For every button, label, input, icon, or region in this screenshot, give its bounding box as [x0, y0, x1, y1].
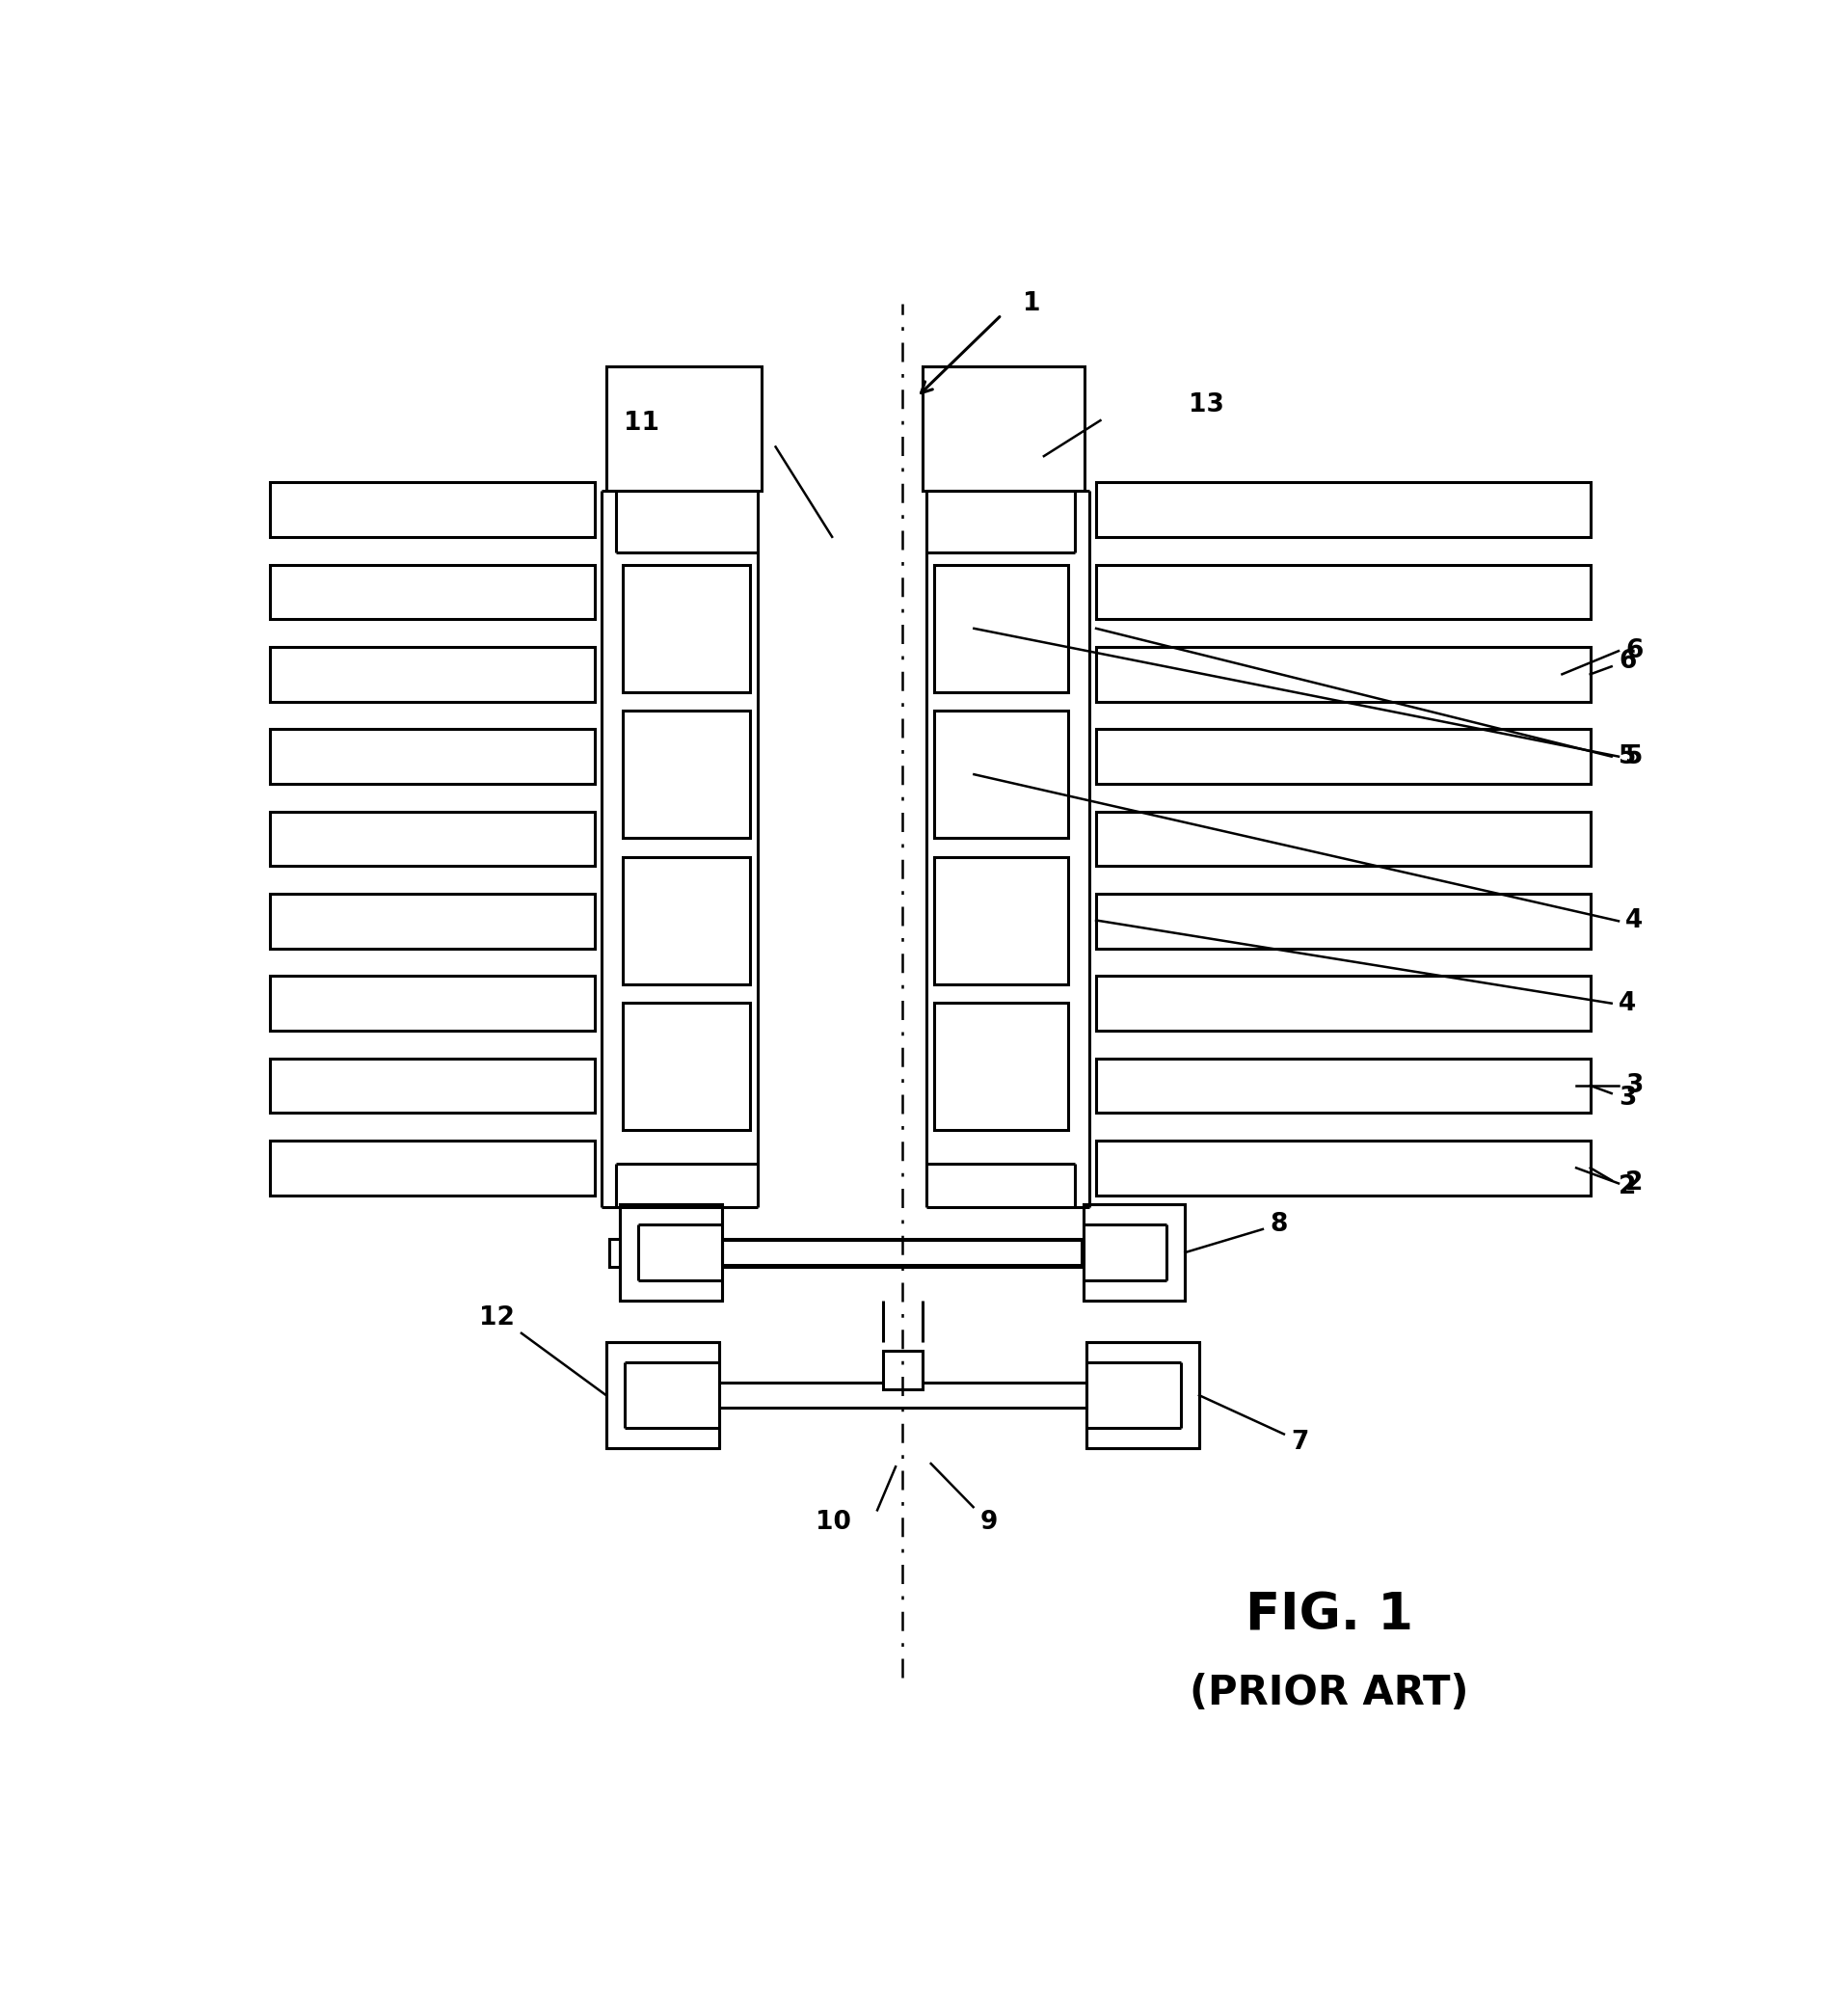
Bar — [932, 712, 1067, 839]
Bar — [719, 1383, 1085, 1407]
Text: FIG. 1: FIG. 1 — [1244, 1591, 1413, 1641]
Bar — [270, 647, 594, 702]
Text: 13: 13 — [1187, 393, 1224, 417]
Bar — [270, 564, 594, 619]
Bar — [1096, 976, 1590, 1030]
Bar — [625, 1363, 719, 1427]
Bar — [623, 564, 750, 691]
Bar — [1096, 482, 1590, 536]
Bar — [1096, 1141, 1590, 1195]
Text: 3: 3 — [1624, 1073, 1643, 1099]
Bar — [608, 1238, 1082, 1266]
Text: 10: 10 — [814, 1510, 850, 1534]
Bar — [1096, 647, 1590, 702]
Bar — [606, 1343, 719, 1447]
Bar — [623, 1002, 750, 1129]
Bar — [270, 1058, 594, 1113]
Bar — [1083, 1224, 1165, 1280]
Bar — [1096, 1058, 1590, 1113]
Text: 12: 12 — [479, 1304, 514, 1331]
Text: 2: 2 — [1624, 1171, 1643, 1195]
Bar — [1096, 730, 1590, 784]
Text: 6: 6 — [1624, 639, 1643, 663]
Text: 1: 1 — [1022, 292, 1040, 317]
Text: 4: 4 — [1617, 990, 1635, 1016]
Text: 11: 11 — [623, 411, 659, 435]
Bar — [932, 857, 1067, 984]
Bar — [932, 1002, 1067, 1129]
Text: 9: 9 — [980, 1510, 998, 1534]
Text: 4: 4 — [1624, 909, 1643, 933]
Bar — [270, 893, 594, 948]
Bar — [921, 367, 1083, 490]
Bar — [932, 564, 1067, 691]
Bar — [270, 730, 594, 784]
Text: 3: 3 — [1617, 1085, 1635, 1111]
Bar — [1085, 1363, 1180, 1427]
Bar — [270, 482, 594, 536]
Bar — [606, 367, 761, 490]
Bar — [639, 1224, 721, 1280]
Text: 6: 6 — [1617, 649, 1635, 675]
Bar — [270, 812, 594, 867]
Bar — [623, 712, 750, 839]
Text: 5: 5 — [1617, 744, 1635, 768]
Bar — [883, 1351, 921, 1389]
Text: 7: 7 — [1291, 1429, 1307, 1454]
Bar — [1083, 1204, 1184, 1300]
Text: 8: 8 — [1269, 1212, 1287, 1238]
Text: 5: 5 — [1624, 744, 1643, 768]
Bar — [1096, 812, 1590, 867]
Bar — [270, 1141, 594, 1195]
Bar — [619, 1204, 721, 1300]
Bar — [1085, 1343, 1198, 1447]
Bar — [623, 857, 750, 984]
Bar — [1096, 564, 1590, 619]
Text: (PRIOR ART): (PRIOR ART) — [1189, 1673, 1468, 1714]
Bar — [270, 976, 594, 1030]
Text: 2: 2 — [1617, 1173, 1635, 1200]
Bar — [1096, 893, 1590, 948]
